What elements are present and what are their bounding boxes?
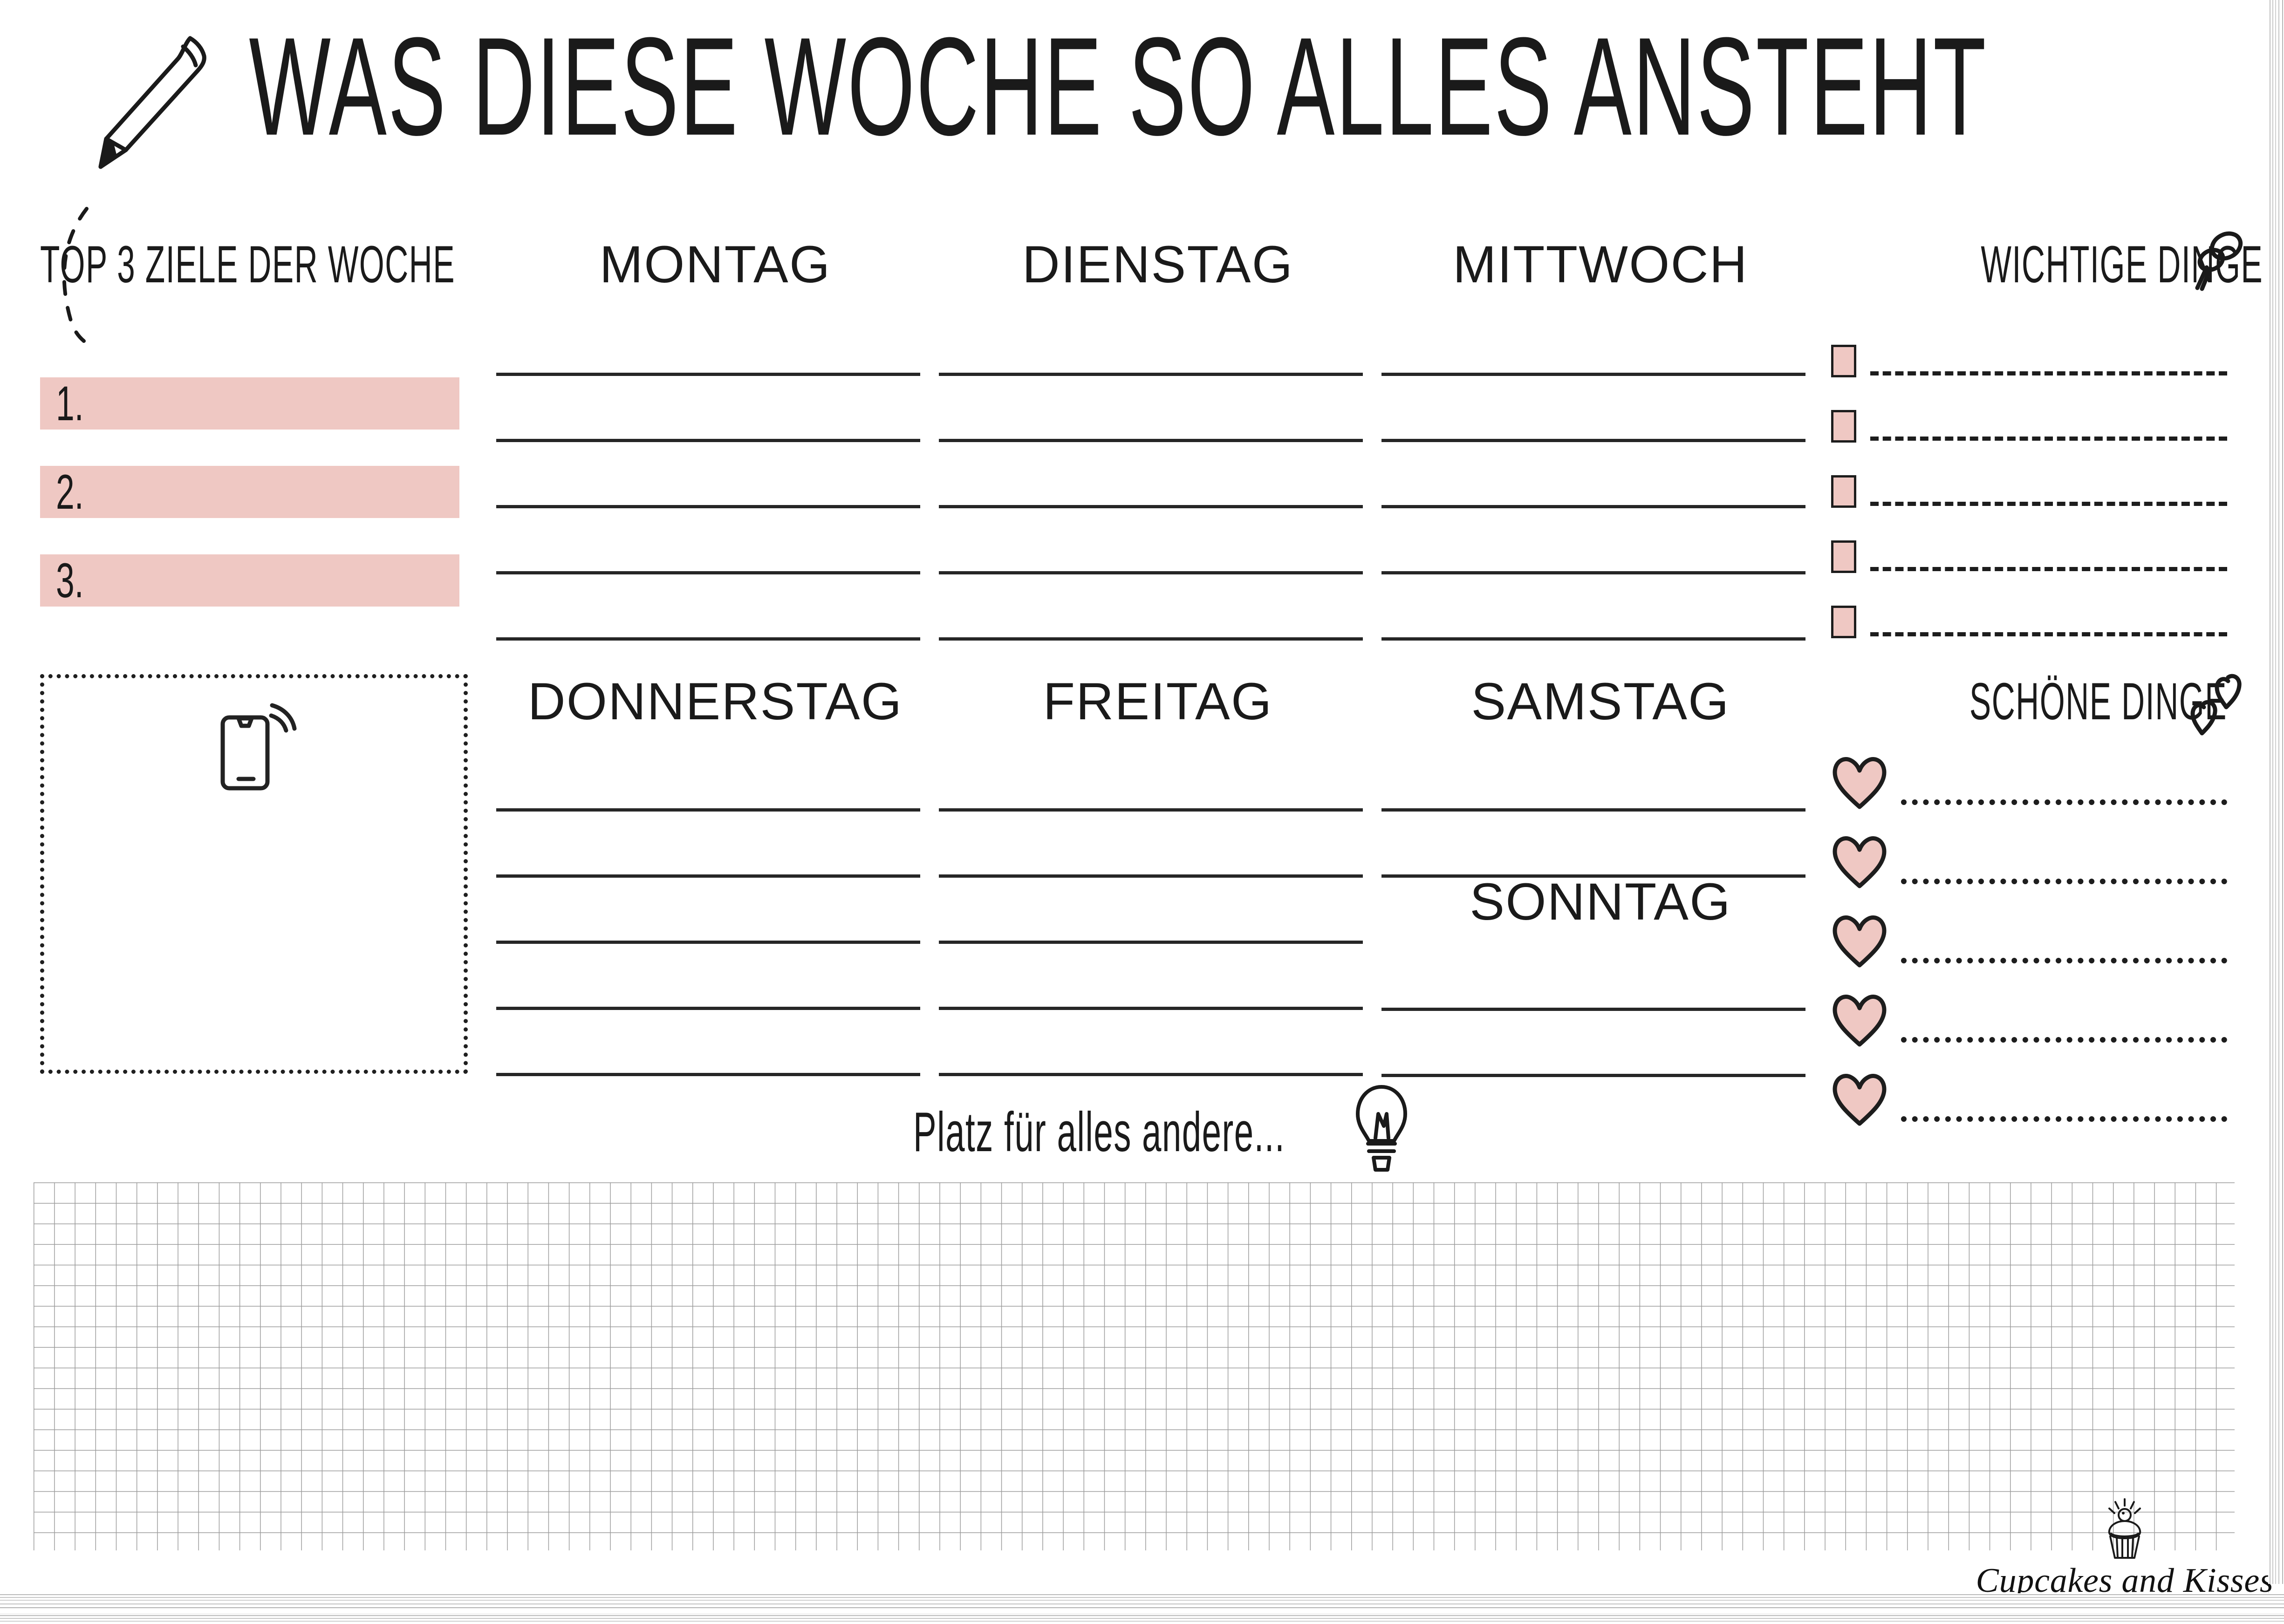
title-row: WAS DIESE WOCHE SO ALLES ANSTEHT xyxy=(0,9,2268,169)
grid-paper-area[interactable] xyxy=(34,1182,2235,1550)
checkbox-2[interactable] xyxy=(1831,410,1856,443)
day-lines-montag[interactable] xyxy=(496,373,920,641)
day-header-sonntag: SONNTAG xyxy=(1365,876,1836,928)
checkbox-3[interactable] xyxy=(1831,475,1856,508)
goal-bar-1[interactable]: 1. xyxy=(40,377,459,430)
free-space-label-text: Platz für alles andere... xyxy=(913,1101,1286,1163)
day-header-montag-text: MONTAG xyxy=(599,235,831,293)
day-lines-freitag[interactable] xyxy=(939,808,1363,1076)
page-title: WAS DIESE WOCHE SO ALLES ANSTEHT xyxy=(249,9,1986,163)
important-row-1[interactable] xyxy=(1831,345,2227,377)
day-lines-donnerstag[interactable] xyxy=(496,808,920,1076)
write-line[interactable] xyxy=(1901,1116,2227,1122)
day-header-montag: MONTAG xyxy=(480,239,951,291)
day-header-samstag-text: SAMSTAG xyxy=(1471,672,1730,730)
important-heading: WICHTIGE DINGE xyxy=(1808,239,2262,291)
goal-bar-3[interactable]: 3. xyxy=(40,554,459,607)
write-line[interactable] xyxy=(1870,437,2227,441)
day-lines-sonntag[interactable] xyxy=(1381,1008,1805,1078)
notes-box[interactable] xyxy=(40,674,468,1074)
write-line[interactable] xyxy=(1901,799,2227,805)
write-line[interactable] xyxy=(1901,1037,2227,1043)
day-header-freitag-text: FREITAG xyxy=(1043,672,1273,730)
lightbulb-icon xyxy=(1351,1083,1412,1176)
day-lines-dienstag[interactable] xyxy=(939,373,1363,641)
day-header-mittwoch: MITTWOCH xyxy=(1365,239,1836,291)
important-row-4[interactable] xyxy=(1831,540,2227,573)
page-stack-right-edge xyxy=(2268,0,2284,1584)
day-lines-samstag[interactable] xyxy=(1381,808,1805,943)
write-line[interactable] xyxy=(1870,632,2227,636)
brand-name: Cupcakes and Kisses xyxy=(1976,1562,2274,1600)
goal-number-3: 3. xyxy=(56,553,84,608)
smartphone-icon xyxy=(210,702,298,791)
nice-things-heading: SCHÖNE DINGE xyxy=(1808,676,2227,728)
cupcake-icon xyxy=(2090,1496,2160,1562)
goals-heading-text: TOP 3 ZIELE DER WOCHE xyxy=(40,235,455,293)
checkbox-4[interactable] xyxy=(1831,540,1856,573)
goals-heading: TOP 3 ZIELE DER WOCHE xyxy=(40,239,487,291)
day-lines-mittwoch[interactable] xyxy=(1381,373,1805,641)
important-row-5[interactable] xyxy=(1831,606,2227,638)
write-line[interactable] xyxy=(1901,879,2227,884)
day-header-dienstag: DIENSTAG xyxy=(923,239,1393,291)
pencil-arrow-decoration xyxy=(47,205,112,345)
goal-bar-2[interactable]: 2. xyxy=(40,466,459,518)
day-header-samstag: SAMSTAG xyxy=(1365,676,1836,728)
pushpin-icon xyxy=(2190,228,2246,293)
important-row-2[interactable] xyxy=(1831,410,2227,443)
heart-icon-3 xyxy=(1831,913,1888,968)
day-header-donnerstag: DONNERSTAG xyxy=(480,676,951,728)
day-header-freitag: FREITAG xyxy=(923,676,1393,728)
write-line[interactable] xyxy=(1901,958,2227,963)
day-header-dienstag-text: DIENSTAG xyxy=(1022,235,1294,293)
free-space-label: Platz für alles andere... xyxy=(913,1081,1426,1183)
heart-icon-5 xyxy=(1831,1071,1888,1126)
heart-icon-2 xyxy=(1831,834,1888,889)
hearts-icon xyxy=(2185,671,2246,736)
important-heading-text: WICHTIGE DINGE xyxy=(1981,235,2263,293)
goal-number-2: 2. xyxy=(56,464,84,519)
day-header-donnerstag-text: DONNERSTAG xyxy=(527,672,903,730)
nice-thing-row-1[interactable] xyxy=(1831,755,2227,810)
brand-logo: Cupcakes and Kisses xyxy=(1976,1491,2273,1598)
checkbox-5[interactable] xyxy=(1831,606,1856,638)
nice-thing-row-2[interactable] xyxy=(1831,834,2227,889)
nice-thing-row-3[interactable] xyxy=(1831,913,2227,968)
pencil-icon xyxy=(70,28,224,182)
heart-icon-1 xyxy=(1831,755,1888,810)
page-stack-bottom-edge xyxy=(0,1593,2284,1624)
write-line[interactable] xyxy=(1870,371,2227,375)
goal-number-1: 1. xyxy=(56,376,84,431)
day-header-mittwoch-text: MITTWOCH xyxy=(1453,235,1748,293)
nice-thing-row-5[interactable] xyxy=(1831,1071,2227,1126)
nice-things-heading-text: SCHÖNE DINGE xyxy=(1969,672,2227,730)
write-line[interactable] xyxy=(1870,567,2227,571)
write-line[interactable] xyxy=(1870,502,2227,506)
page-title-text: WAS DIESE WOCHE SO ALLES ANSTEHT xyxy=(249,8,1988,164)
heart-icon-4 xyxy=(1831,992,1888,1047)
checkbox-1[interactable] xyxy=(1831,345,1856,377)
nice-thing-row-4[interactable] xyxy=(1831,992,2227,1047)
important-row-3[interactable] xyxy=(1831,475,2227,508)
day-header-sonntag-text: SONNTAG xyxy=(1470,873,1731,931)
